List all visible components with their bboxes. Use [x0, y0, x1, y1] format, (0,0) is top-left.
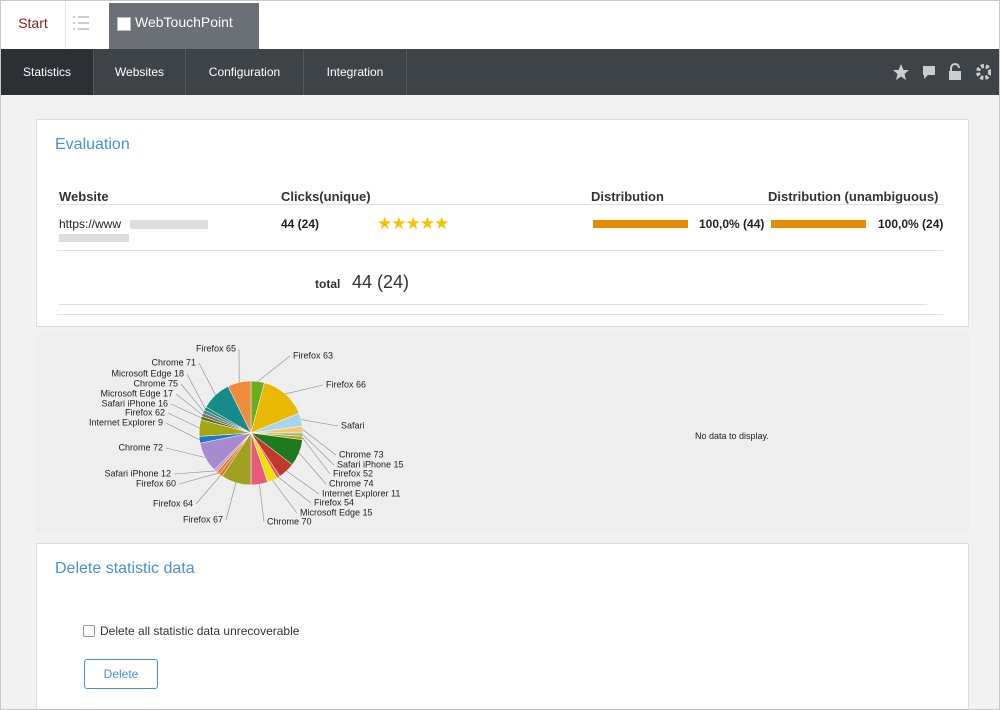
leader-line — [175, 393, 203, 415]
slice-label: Chrome 75 — [133, 378, 178, 388]
leader-line — [257, 355, 291, 382]
leader-line — [298, 452, 327, 485]
evaluation-panel: Evaluation Website Clicks(unique) Distri… — [36, 119, 969, 327]
nav-item[interactable]: Statistics — [1, 49, 94, 95]
blurred-text — [59, 234, 129, 242]
divider — [57, 204, 943, 205]
slice-label: Chrome 73 — [339, 449, 384, 459]
no-data-message: No data to display. — [695, 431, 769, 441]
distribution-bar — [593, 220, 688, 228]
slice-label: Firefox 54 — [314, 497, 354, 507]
slice-label: Firefox 66 — [326, 379, 366, 389]
slice-label: Firefox 52 — [333, 468, 373, 478]
lock-icon[interactable] — [949, 63, 961, 80]
leader-line — [195, 475, 221, 505]
app-icon — [117, 17, 131, 31]
slice-label: Microsoft Edge 18 — [111, 368, 184, 378]
slice-label: Safari iPhone 16 — [101, 398, 168, 408]
divider — [57, 250, 943, 251]
leader-line — [167, 412, 200, 429]
pie-slice — [227, 380, 252, 434]
slice-label: Internet Explorer 9 — [89, 417, 163, 427]
slice-label: Safari iPhone 15 — [337, 459, 404, 469]
slice-label: Chrome 71 — [151, 357, 196, 367]
divider — [57, 314, 943, 315]
slice-label: Firefox 63 — [293, 350, 333, 360]
leader-line — [170, 403, 202, 419]
delete-panel: Delete statistic data Delete all statist… — [36, 543, 969, 709]
leader-line — [302, 434, 335, 466]
leader-line — [302, 437, 331, 475]
slice-label: Chrome 72 — [118, 442, 163, 452]
leader-line — [286, 470, 320, 495]
slice-label: Firefox 64 — [153, 498, 193, 508]
distribution-unambiguous-value: 100,0% (24) — [878, 217, 944, 231]
nav-item[interactable]: Integration — [304, 49, 407, 95]
evaluation-title: Evaluation — [55, 136, 130, 153]
list-icon[interactable] — [73, 15, 91, 31]
total-value: 44 (24) — [352, 272, 410, 292]
star-icon[interactable] — [893, 64, 909, 80]
settings-icon[interactable] — [976, 64, 991, 80]
leader-line — [285, 384, 324, 395]
column-header: Distribution — [591, 189, 664, 204]
leader-line — [259, 484, 265, 523]
nav-bar: Statistics Websites Configuration Integr… — [1, 49, 999, 95]
delete-title: Delete statistic data — [55, 560, 195, 577]
nav-item[interactable]: Websites — [94, 49, 186, 95]
leader-line — [186, 373, 206, 409]
leader-line — [272, 480, 298, 514]
chat-icon[interactable] — [923, 66, 935, 79]
slice-label: Safari iPhone 12 — [104, 468, 171, 478]
start-tab[interactable]: Start — [1, 1, 66, 49]
distribution-bar — [771, 220, 866, 228]
leader-line — [165, 447, 206, 458]
leader-line — [198, 362, 216, 396]
slice-label: Firefox 62 — [125, 407, 165, 417]
leader-line — [301, 419, 339, 427]
clicks: 44 (24) — [281, 217, 320, 231]
leader-line — [178, 472, 219, 485]
top-bar: Start WebTouchPoint — [1, 1, 999, 49]
nav-item[interactable]: Configuration — [186, 49, 304, 95]
app-tab-label: WebTouchPoint — [135, 14, 233, 30]
slice-label: Chrome 70 — [267, 516, 312, 526]
column-header: Website — [59, 189, 109, 204]
leader-line — [173, 470, 216, 475]
leader-line — [180, 383, 204, 412]
slice-label: Firefox 65 — [196, 343, 236, 353]
total-label: total — [315, 277, 341, 291]
app-tab[interactable]: WebTouchPoint — [109, 3, 259, 49]
slice-label: Safari — [341, 420, 365, 430]
delete-button[interactable]: Delete — [84, 659, 158, 689]
leader-line — [225, 482, 237, 521]
slice-label: Microsoft Edge 15 — [300, 507, 373, 517]
column-header: Clicks(unique) — [281, 189, 371, 204]
checkbox-label[interactable]: Delete all statistic data unrecoverable — [100, 624, 300, 638]
leader-line — [165, 422, 200, 441]
slice-label: Chrome 74 — [329, 478, 374, 488]
slice-label: Microsoft Edge 17 — [100, 388, 173, 398]
leader-line — [302, 429, 337, 456]
slice-label: Internet Explorer 11 — [322, 488, 400, 498]
leader-line — [278, 476, 312, 504]
rating-stars: ★★★★★ — [377, 214, 449, 233]
slice-label: Firefox 67 — [183, 514, 223, 524]
column-header: Distribution (unambiguous) — [768, 189, 939, 204]
distribution-value: 100,0% (44) — [699, 217, 765, 231]
divider — [59, 304, 927, 305]
blurred-text — [130, 220, 208, 229]
nav-icons — [893, 63, 991, 80]
slice-label: Firefox 60 — [136, 478, 176, 488]
chart-area: Firefox 63 Firefox 66 Safari Chrome 73 Safar… — [36, 334, 969, 531]
checkbox[interactable] — [83, 625, 95, 637]
website-url[interactable]: https://www — [59, 217, 122, 231]
